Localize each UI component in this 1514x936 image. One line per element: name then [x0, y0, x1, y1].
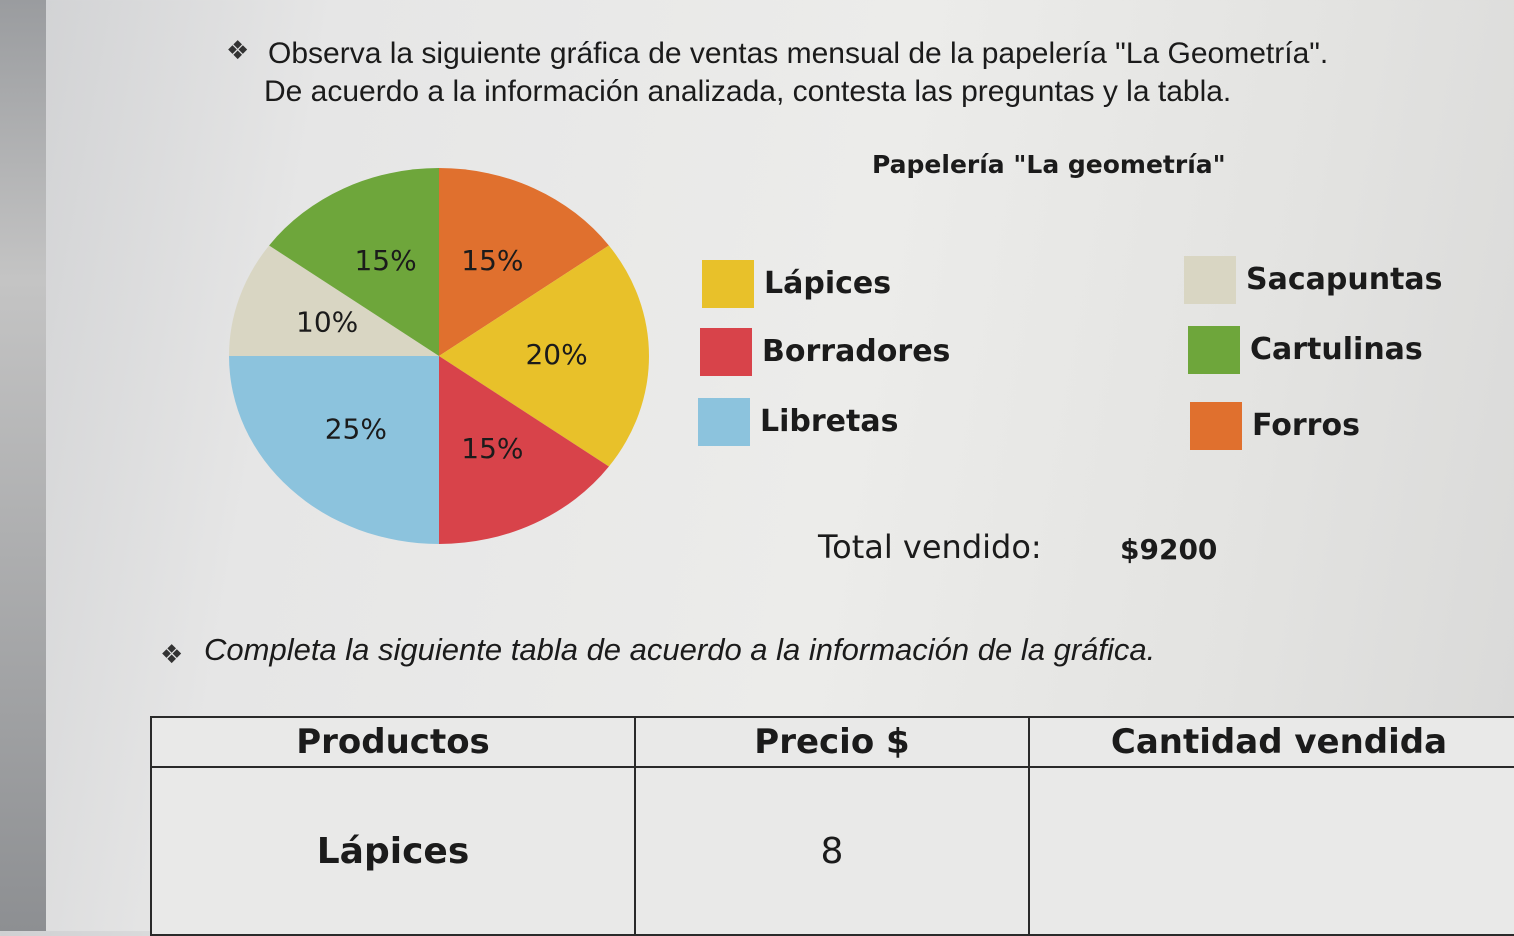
header-precio: Precio $: [634, 716, 1030, 768]
header-cantidad: Cantidad vendida: [1028, 716, 1514, 768]
pie-slice-lápices: [439, 245, 649, 467]
legend-swatch: [700, 328, 752, 376]
chart-title: Papelería "La geometría": [872, 150, 1226, 179]
pie-slice-libretas: [229, 356, 439, 544]
pie-slice-cartulinas: [269, 168, 439, 356]
total-label: Total vendido:: [818, 528, 1042, 566]
bullet-icon: ❖: [160, 640, 184, 670]
pie-slice-sacapuntas: [229, 245, 439, 356]
bullet-icon: ❖: [226, 36, 250, 66]
total-value: $9200: [1120, 533, 1218, 566]
legend-label: Libretas: [760, 404, 899, 439]
legend-swatch: [702, 260, 754, 308]
pie-label-libretas: 25%: [325, 412, 387, 445]
instruction-line-2: De acuerdo a la información analizada, c…: [264, 75, 1232, 108]
sales-table: Productos Precio $ Cantidad vendida Lápi…: [150, 716, 1514, 936]
cell-cantidad[interactable]: [1028, 766, 1514, 936]
instruction-line-3: Completa la siguiente tabla de acuerdo a…: [204, 632, 1156, 667]
pie-slice-borradores: [439, 356, 609, 544]
header-productos: Productos: [150, 716, 636, 768]
pie-slice-forros: [439, 168, 609, 356]
cell-producto: Lápices: [150, 766, 636, 936]
legend-swatch: [698, 398, 750, 446]
legend-label: Cartulinas: [1250, 332, 1423, 367]
legend-swatch: [1184, 256, 1236, 304]
legend-swatch: [1190, 402, 1242, 450]
legend-label: Lápices: [764, 266, 892, 301]
instruction-line-1: Observa la siguiente gráfica de ventas m…: [268, 37, 1329, 70]
pie-label-lápices: 20%: [525, 338, 587, 371]
legend-label: Forros: [1252, 408, 1360, 443]
pie-label-cartulinas: 15%: [354, 244, 416, 277]
pie-chart: 15% 20% 15% 25% 10% 15%: [229, 168, 649, 544]
legend-swatch: [1188, 326, 1240, 374]
pie-label-borradores: 15%: [461, 432, 523, 465]
table-header-row: Productos Precio $ Cantidad vendida: [150, 716, 1514, 768]
pie-label-forros: 15%: [461, 244, 523, 277]
pie-label-sacapuntas: 10%: [296, 305, 358, 338]
notebook-edge: [0, 0, 46, 931]
cell-precio: 8: [634, 766, 1030, 936]
table-row: Lápices 8: [150, 766, 1514, 936]
legend-label: Sacapuntas: [1246, 262, 1443, 297]
legend-label: Borradores: [762, 334, 951, 369]
